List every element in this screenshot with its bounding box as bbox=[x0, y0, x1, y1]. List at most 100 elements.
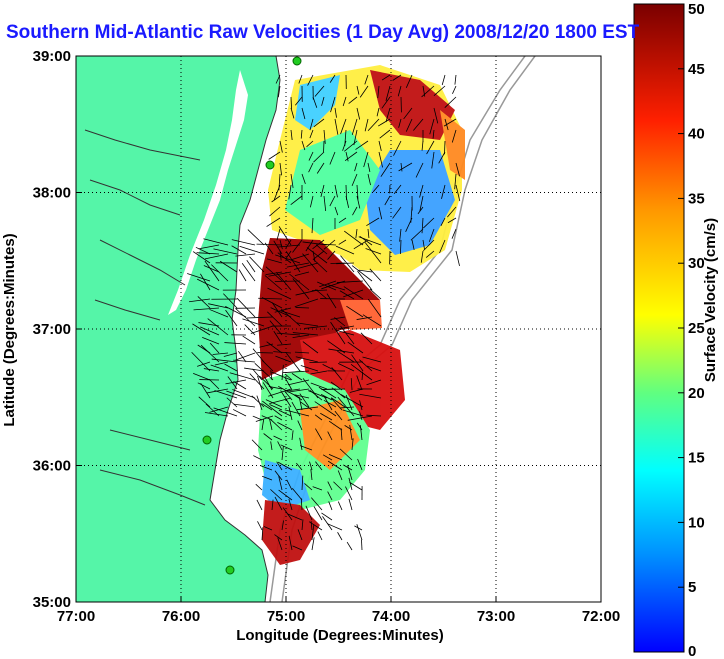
velocity-arrow bbox=[203, 368, 220, 372]
velocity-arrow bbox=[271, 302, 283, 318]
velocity-arrow bbox=[422, 239, 425, 250]
velocity-arrow bbox=[340, 394, 364, 408]
velocity-arrow bbox=[269, 404, 283, 411]
velocity-arrow bbox=[261, 475, 273, 481]
y-tick-label: 36:00 bbox=[33, 458, 71, 475]
velocity-arrow bbox=[195, 246, 211, 255]
velocity-arrow bbox=[339, 290, 355, 300]
velocity-arrow bbox=[265, 266, 283, 282]
velocity-arrow bbox=[327, 491, 333, 501]
velocity-arrow bbox=[367, 162, 371, 173]
velocity-arrow bbox=[312, 258, 328, 273]
velocity-arrow bbox=[337, 363, 355, 372]
velocity-arrow bbox=[421, 85, 435, 98]
velocity-arrow bbox=[287, 379, 310, 386]
velocity-arrow bbox=[268, 386, 283, 390]
velocity-arrow bbox=[380, 162, 391, 177]
velocity-arrow bbox=[366, 217, 380, 227]
velocity-arrow bbox=[269, 418, 273, 431]
colorbar-tick-label: 45 bbox=[688, 61, 705, 78]
velocity-arrow bbox=[294, 298, 319, 308]
hf-radar-stations bbox=[202, 56, 302, 575]
velocity-arrow bbox=[333, 481, 343, 491]
velocity-arrow bbox=[316, 162, 325, 174]
velocity-arrow bbox=[290, 107, 295, 119]
velocity-arrow bbox=[320, 243, 337, 246]
velocity-arrow bbox=[358, 359, 373, 372]
velocity-arrow bbox=[421, 217, 424, 234]
velocity-arrow bbox=[313, 250, 325, 260]
velocity-arrow bbox=[330, 397, 343, 411]
velocity-arrow bbox=[314, 85, 325, 97]
velocity-arrow bbox=[423, 239, 435, 252]
velocity-arrow bbox=[284, 391, 293, 401]
velocity-arrow bbox=[301, 140, 306, 151]
velocity-arrow bbox=[281, 446, 284, 461]
velocity-arrow bbox=[343, 286, 364, 300]
colorbar-tick-label: 10 bbox=[688, 514, 705, 531]
velocity-arrow bbox=[398, 162, 413, 172]
velocity-arrow bbox=[381, 96, 391, 109]
velocity-arrow bbox=[329, 151, 336, 165]
velocity-arrow bbox=[455, 162, 460, 177]
velocity-arrow bbox=[273, 184, 281, 200]
velocity-arrow bbox=[362, 356, 382, 363]
velocity-arrow bbox=[345, 151, 349, 162]
velocity-arrow bbox=[367, 228, 370, 238]
velocity-arrow bbox=[281, 364, 284, 381]
velocity-arrow bbox=[288, 535, 293, 551]
velocity-arrow bbox=[350, 363, 373, 381]
velocity-arrow bbox=[273, 240, 283, 255]
velocity-arrow bbox=[330, 321, 346, 345]
velocity-arrow bbox=[308, 151, 314, 161]
velocity-arrow bbox=[277, 461, 293, 471]
velocity-arrow bbox=[291, 488, 303, 501]
velocity-arrow bbox=[311, 524, 315, 541]
x-axis-label: Longitude (Degrees:Minutes) bbox=[236, 627, 444, 644]
velocity-arrow bbox=[313, 506, 323, 521]
velocity-arrow bbox=[342, 96, 347, 107]
velocity-arrow bbox=[295, 356, 319, 363]
velocity-arrow bbox=[288, 184, 292, 200]
velocity-arrow bbox=[441, 184, 446, 199]
velocity-arrow bbox=[328, 348, 355, 354]
velocity-arrow bbox=[349, 481, 363, 491]
velocity-arrow bbox=[275, 74, 281, 84]
velocity-arrow bbox=[284, 373, 293, 381]
velocity-arrow bbox=[321, 96, 325, 106]
velocity-arrow bbox=[431, 151, 435, 169]
velocity-arrow bbox=[309, 195, 314, 208]
velocity-arrow bbox=[210, 364, 229, 372]
velocity-arrow bbox=[282, 370, 310, 374]
velocity-arrow bbox=[268, 271, 292, 277]
velocity-arrow bbox=[266, 217, 281, 227]
velocity-arrow bbox=[353, 239, 369, 250]
velocity-arrow bbox=[298, 74, 303, 84]
velocity-arrow bbox=[258, 297, 283, 300]
velocity-arrow bbox=[252, 348, 265, 363]
velocity-arrow bbox=[329, 195, 336, 207]
rivers bbox=[84, 129, 206, 506]
velocity-arrow bbox=[343, 289, 364, 298]
velocity-arrow bbox=[304, 483, 313, 491]
velocity-arrow bbox=[274, 415, 283, 421]
velocity-arrow bbox=[279, 250, 282, 261]
velocity-arrow bbox=[231, 239, 256, 246]
velocity-arrow bbox=[320, 412, 333, 421]
velocity-arrow bbox=[360, 332, 373, 345]
velocity-arrow bbox=[278, 489, 293, 501]
velocity-arrow bbox=[315, 244, 328, 255]
velocity-arrow bbox=[213, 248, 238, 255]
velocity-arrow bbox=[251, 439, 263, 451]
velocity-arrow bbox=[266, 258, 283, 264]
velocity-arrow bbox=[286, 262, 310, 268]
velocity-arrow bbox=[202, 337, 220, 345]
velocity-arrow bbox=[279, 140, 283, 153]
velocity-arrow bbox=[351, 173, 358, 187]
velocity-arrow bbox=[432, 129, 435, 139]
velocity-arrow bbox=[294, 271, 310, 277]
velocity-arrow bbox=[214, 361, 229, 366]
velocity-arrow bbox=[340, 325, 355, 345]
velocity-arrow bbox=[187, 273, 211, 282]
